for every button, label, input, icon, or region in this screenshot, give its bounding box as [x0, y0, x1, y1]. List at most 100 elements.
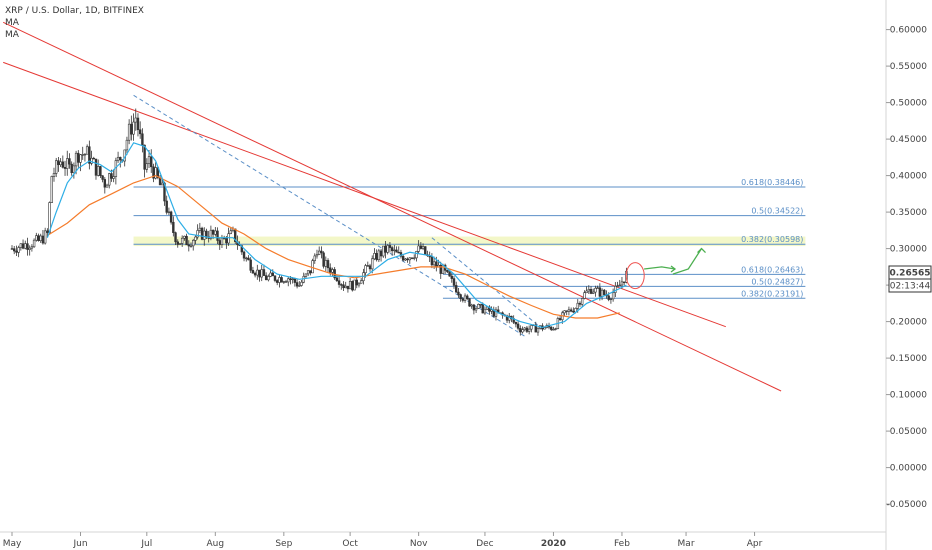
candle-body[interactable]	[189, 245, 193, 247]
candle-body[interactable]	[178, 243, 182, 245]
candle-body[interactable]	[371, 258, 374, 270]
candle-body[interactable]	[289, 278, 292, 280]
candle-body[interactable]	[152, 166, 155, 179]
candle-body[interactable]	[346, 285, 350, 290]
candle-body[interactable]	[359, 280, 363, 284]
candle-body[interactable]	[364, 265, 367, 274]
candle-body[interactable]	[225, 238, 228, 244]
candle-body[interactable]	[459, 294, 462, 299]
candle-body[interactable]	[558, 318, 562, 321]
candle-body[interactable]	[481, 303, 484, 314]
candle-body[interactable]	[587, 289, 591, 292]
candle-body[interactable]	[525, 327, 529, 332]
candle-body[interactable]	[280, 277, 283, 283]
candle-body[interactable]	[227, 233, 230, 244]
candle-body[interactable]	[256, 269, 259, 276]
candle-body[interactable]	[596, 287, 599, 289]
candle-body[interactable]	[342, 284, 345, 289]
candle-body[interactable]	[331, 269, 334, 273]
candle-body[interactable]	[550, 326, 553, 330]
candle-body[interactable]	[110, 173, 113, 179]
candle-body[interactable]	[614, 285, 617, 293]
candle-body[interactable]	[536, 327, 540, 333]
candle-body[interactable]	[600, 289, 604, 297]
candle-body[interactable]	[165, 200, 168, 213]
candle-body[interactable]	[494, 309, 498, 317]
candle-body[interactable]	[66, 158, 69, 169]
candle-body[interactable]	[521, 329, 524, 333]
candle-body[interactable]	[198, 227, 202, 231]
trendlines[interactable]	[2, 21, 782, 392]
candle-body[interactable]	[607, 295, 610, 300]
candle-body[interactable]	[413, 257, 416, 259]
candle-body[interactable]	[70, 163, 73, 174]
candle-body[interactable]	[366, 265, 370, 267]
candle-body[interactable]	[61, 161, 65, 168]
candle-body[interactable]	[583, 292, 586, 299]
candle-body[interactable]	[326, 260, 330, 269]
candle-body[interactable]	[83, 153, 87, 156]
candle-body[interactable]	[39, 235, 42, 242]
candle-body[interactable]	[388, 245, 392, 248]
candle-body[interactable]	[116, 156, 120, 161]
dashed-line[interactable]	[431, 237, 543, 330]
candle-body[interactable]	[313, 255, 316, 261]
candle-body[interactable]	[205, 230, 208, 238]
candle-body[interactable]	[410, 257, 414, 259]
candle-body[interactable]	[92, 157, 95, 160]
candle-body[interactable]	[176, 241, 179, 245]
candle-body[interactable]	[304, 273, 308, 277]
candle-body[interactable]	[448, 271, 451, 277]
candle-body[interactable]	[30, 246, 34, 249]
candle-body[interactable]	[457, 291, 460, 295]
candle-body[interactable]	[41, 235, 45, 244]
candle-body[interactable]	[150, 156, 153, 168]
candle-body[interactable]	[477, 304, 480, 309]
candle-body[interactable]	[214, 230, 217, 235]
candle-body[interactable]	[229, 230, 232, 234]
candle-body[interactable]	[222, 237, 226, 240]
candle-body[interactable]	[344, 285, 347, 289]
candle-body[interactable]	[50, 176, 53, 203]
candle-body[interactable]	[203, 230, 206, 240]
candle-body[interactable]	[85, 146, 89, 155]
candle-body[interactable]	[88, 146, 91, 164]
candle-body[interactable]	[24, 243, 27, 249]
candle-body[interactable]	[578, 302, 582, 305]
candle-body[interactable]	[603, 289, 606, 295]
candle-body[interactable]	[329, 267, 332, 273]
candle-body[interactable]	[79, 154, 82, 163]
candle-body[interactable]	[386, 245, 389, 253]
candle-body[interactable]	[247, 257, 250, 261]
candle-body[interactable]	[589, 289, 593, 294]
candle-body[interactable]	[167, 211, 171, 213]
candle-body[interactable]	[609, 298, 613, 301]
candle-body[interactable]	[251, 270, 255, 274]
candle-body[interactable]	[337, 280, 341, 285]
candle-body[interactable]	[209, 229, 213, 239]
candle-body[interactable]	[35, 235, 38, 241]
candle-body[interactable]	[258, 269, 261, 278]
candle-body[interactable]	[125, 139, 129, 151]
candle-body[interactable]	[141, 133, 144, 146]
candle-body[interactable]	[320, 250, 323, 254]
candle-body[interactable]	[43, 230, 47, 244]
candle-body[interactable]	[138, 129, 142, 135]
candle-body[interactable]	[101, 175, 104, 180]
candle-body[interactable]	[516, 323, 520, 329]
candle-body[interactable]	[63, 167, 67, 169]
candle-body[interactable]	[565, 310, 568, 312]
candle-body[interactable]	[46, 230, 49, 233]
candle-body[interactable]	[335, 277, 339, 282]
candle-body[interactable]	[616, 285, 619, 287]
candle-body[interactable]	[161, 182, 164, 186]
candle-body[interactable]	[103, 179, 107, 188]
candle-body[interactable]	[183, 235, 186, 239]
candle-body[interactable]	[452, 278, 456, 286]
candle-body[interactable]	[474, 307, 478, 311]
candle-body[interactable]	[172, 221, 175, 233]
candle-body[interactable]	[282, 281, 286, 283]
candle-body[interactable]	[81, 154, 84, 156]
candle-body[interactable]	[355, 279, 358, 286]
candle-body[interactable]	[96, 166, 100, 176]
